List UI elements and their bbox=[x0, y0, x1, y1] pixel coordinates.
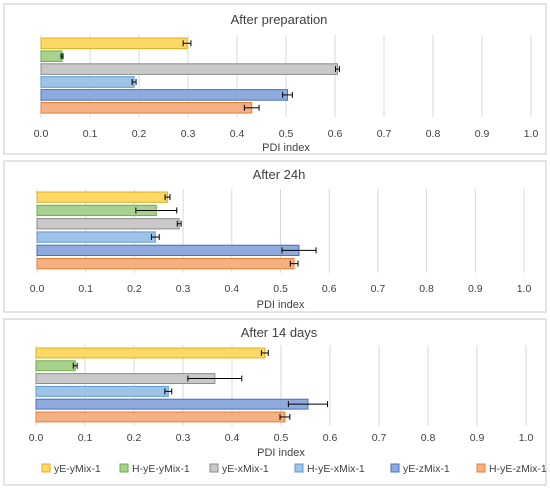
x-tick-label: 1.0 bbox=[524, 128, 539, 140]
bar-H-yE-yMix-1 bbox=[40, 50, 63, 63]
x-tick-label: 0.2 bbox=[132, 128, 147, 140]
legend-swatch bbox=[294, 463, 304, 473]
legend-label: H-yE-yMix-1 bbox=[132, 463, 190, 475]
legend-label: H-yE-zMix-1 bbox=[489, 463, 547, 475]
x-tick-label: 0.9 bbox=[475, 128, 490, 140]
x-tick-label: 0.7 bbox=[371, 283, 386, 295]
chart-panel-2: After 24h 0.0 0.1 0.2 0.3 0.4 0.5 0.6 0.7 0.8 0.9 1… bbox=[3, 160, 547, 313]
x-tick-label: 0.5 bbox=[273, 283, 288, 295]
legend-item: H-yE-yMix-1 bbox=[119, 463, 190, 475]
legend-item: H-yE-zMix-1 bbox=[476, 463, 547, 475]
x-tick-label: 0.0 bbox=[30, 283, 45, 295]
x-tick-label: 0.8 bbox=[426, 128, 441, 140]
x-tick-label: 0.3 bbox=[176, 283, 191, 295]
chart-title: After 14 days bbox=[241, 325, 318, 340]
bar-H-yE-yMix-1 bbox=[35, 360, 76, 372]
legend-label: yE-yMix-1 bbox=[54, 463, 101, 475]
bar-yE-yMix-1 bbox=[40, 37, 188, 50]
x-tick-label: 0.9 bbox=[468, 283, 483, 295]
legend-swatch bbox=[390, 463, 400, 473]
x-tick-label: 0.5 bbox=[274, 432, 289, 444]
x-tick-label: 0.0 bbox=[34, 128, 49, 140]
bar-yE-xMix-1 bbox=[36, 218, 180, 230]
legend-item: yE-yMix-1 bbox=[41, 463, 101, 475]
bar-yE-zMix-1 bbox=[40, 89, 288, 101]
x-tick-label: 1.0 bbox=[517, 283, 532, 295]
legend-swatch bbox=[209, 463, 219, 473]
legend-swatch bbox=[41, 463, 51, 473]
x-axis-label: PDI index bbox=[257, 447, 305, 459]
x-tick-label: 0.1 bbox=[83, 128, 98, 140]
x-tick-label: 0.9 bbox=[470, 432, 485, 444]
x-tick-label: 0.1 bbox=[78, 283, 93, 295]
legend-item: yE-xMix-1 bbox=[209, 463, 269, 475]
x-axis-label: PDI index bbox=[262, 142, 310, 154]
x-tick-label: 0.8 bbox=[421, 432, 436, 444]
x-tick-label: 0.4 bbox=[230, 128, 245, 140]
x-tick-label: 0.2 bbox=[127, 283, 142, 295]
x-tick-label: 0.7 bbox=[377, 128, 392, 140]
bar-yE-yMix-1 bbox=[36, 191, 169, 203]
bar-H-yE-zMix-1 bbox=[36, 258, 295, 270]
x-tick-label: 0.3 bbox=[176, 432, 191, 444]
x-tick-label: 0.0 bbox=[29, 432, 44, 444]
x-tick-label: 1.0 bbox=[519, 432, 534, 444]
x-tick-label: 0.3 bbox=[181, 128, 196, 140]
chart-title: After 24h bbox=[253, 167, 306, 182]
chart-panel-1: After preparation 0.0 0.1 0.2 0.3 0.4 0.5 0.6 0.… bbox=[3, 3, 547, 155]
bar-yE-yMix-1 bbox=[35, 347, 266, 359]
chart-panel-3: After 14 days 0.0 0.1 0.2 0.3 0.4 0.5 0.6 0.7 0.8… bbox=[3, 318, 547, 486]
legend: yE-yMix-1 H-yE-yMix-1 yE-xMix-1 H-yE-xMix-1… bbox=[41, 463, 547, 475]
x-axis-label: PDI index bbox=[257, 299, 305, 311]
x-tick-label: 0.2 bbox=[127, 432, 142, 444]
x-tick-label: 0.7 bbox=[372, 432, 387, 444]
x-tick-label: 0.6 bbox=[328, 128, 343, 140]
legend-label: yE-xMix-1 bbox=[222, 463, 269, 475]
x-tick-label: 0.4 bbox=[225, 432, 240, 444]
x-tick-label: 0.1 bbox=[78, 432, 93, 444]
legend-label: yE-zMix-1 bbox=[403, 463, 450, 475]
legend-item: yE-zMix-1 bbox=[390, 463, 450, 475]
chart-title: After preparation bbox=[231, 12, 328, 27]
legend-item: H-yE-xMix-1 bbox=[294, 463, 365, 475]
legend-label: H-yE-xMix-1 bbox=[307, 463, 365, 475]
x-tick-label: 0.6 bbox=[323, 432, 338, 444]
x-tick-label: 0.8 bbox=[419, 283, 434, 295]
bar-yE-zMix-1 bbox=[36, 244, 300, 256]
x-tick-label: 0.6 bbox=[322, 283, 337, 295]
x-tick-label: 0.4 bbox=[224, 283, 239, 295]
bar-H-yE-xMix-1 bbox=[40, 76, 135, 88]
legend-swatch bbox=[119, 463, 129, 473]
bar-H-yE-zMix-1 bbox=[35, 411, 286, 423]
x-tick-label: 0.5 bbox=[279, 128, 294, 140]
bar-H-yE-xMix-1 bbox=[36, 231, 156, 243]
bar-H-yE-xMix-1 bbox=[35, 385, 169, 397]
bar-yE-xMix-1 bbox=[40, 63, 338, 75]
bar-H-yE-zMix-1 bbox=[40, 102, 253, 114]
bar-yE-zMix-1 bbox=[35, 398, 309, 410]
legend-swatch bbox=[476, 463, 486, 473]
